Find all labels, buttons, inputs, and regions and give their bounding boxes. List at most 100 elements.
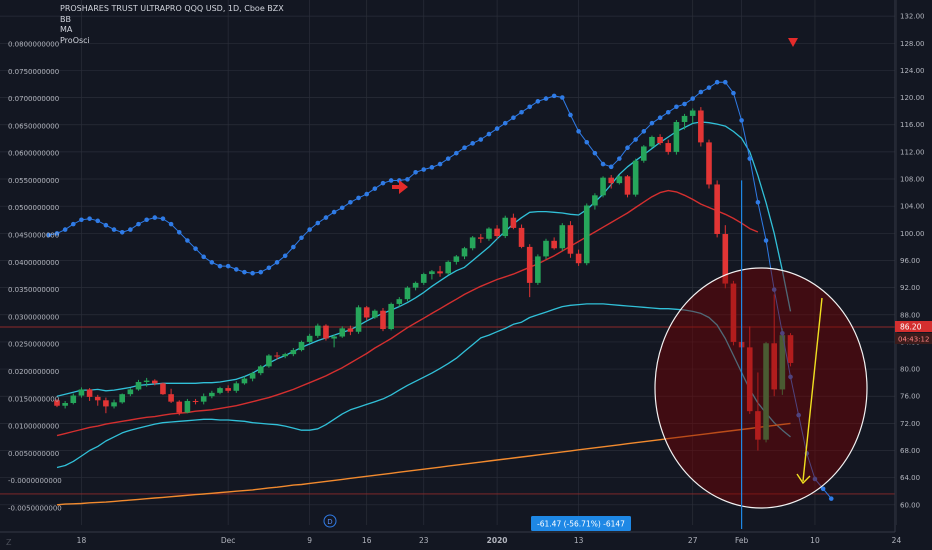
x-tick-label: 24	[892, 536, 902, 545]
proosci-point	[486, 131, 492, 137]
proosci-point	[568, 112, 573, 118]
candle-body	[266, 355, 272, 367]
proosci-point	[820, 486, 826, 492]
candle-body	[551, 240, 557, 249]
candle-body	[755, 411, 761, 440]
proosci-point	[674, 104, 679, 110]
proosci-point	[372, 186, 378, 191]
candle-body	[437, 271, 443, 274]
x-tick-label: Dec	[221, 536, 236, 545]
proosci-point	[234, 267, 239, 272]
candle-body	[380, 310, 386, 330]
proosci-point	[291, 244, 296, 250]
proosci-point	[812, 476, 818, 482]
candle-body	[388, 303, 394, 330]
candle-body	[567, 225, 574, 254]
ma-orange-line	[56, 422, 791, 506]
candle-body	[714, 184, 720, 235]
proosci-point	[348, 199, 353, 205]
proosci-point	[633, 137, 638, 142]
yellow-arrow-line	[802, 297, 823, 482]
candle-body	[600, 177, 606, 196]
legend-item-ma[interactable]: MA	[60, 25, 73, 34]
candle-body	[478, 237, 484, 239]
left-tick-label: 0.0800000000	[8, 41, 59, 49]
proosci-point	[755, 199, 761, 205]
right-tick-label: 64.00	[900, 474, 920, 482]
proosci-point	[95, 218, 101, 224]
candle-body	[184, 400, 191, 413]
candle-body	[306, 335, 313, 342]
candle-body	[657, 136, 663, 144]
proosci-point	[217, 263, 223, 269]
candle-body	[127, 389, 134, 395]
candle-body	[339, 328, 346, 337]
candle-body	[494, 228, 500, 237]
candle-body	[616, 176, 623, 184]
proosci-point	[103, 222, 109, 228]
proosci-point	[429, 165, 435, 170]
candle-body	[412, 282, 419, 288]
proosci-point	[331, 209, 337, 215]
dividend-marker-text: D	[327, 518, 332, 526]
last-price-tag	[895, 320, 932, 332]
candle-body	[119, 394, 125, 403]
left-tick-label: 0.0650000000	[8, 122, 59, 130]
legend-item-proosci[interactable]: ProOsci	[60, 35, 90, 45]
candle-body	[282, 354, 288, 357]
left-tick-label: 0.0400000000	[8, 259, 59, 267]
left-tick-label: 0.0350000000	[8, 286, 59, 294]
proosci-point	[543, 96, 549, 101]
proosci-point	[763, 238, 769, 243]
candle-body	[135, 381, 142, 390]
right-tick-label: 92.00	[900, 284, 920, 292]
candle-body	[249, 373, 256, 379]
legend-item-bb[interactable]: BB	[60, 14, 71, 24]
right-tick-label: 120.00	[900, 94, 925, 102]
candle-body	[86, 389, 93, 397]
yellow-arrow-head	[796, 473, 811, 485]
drawing-overlays	[392, 38, 868, 529]
left-tick-label: -0.0050000000	[8, 504, 62, 512]
candle-body	[143, 380, 150, 382]
proosci-point	[111, 227, 117, 232]
proosci-point	[723, 79, 728, 85]
proosci-point	[364, 191, 370, 197]
candle-body	[592, 195, 598, 206]
proosci-point	[511, 115, 516, 120]
last-price-text: 86.20	[900, 322, 922, 331]
right-tick-label: 96.00	[900, 257, 920, 265]
candle-body	[54, 400, 60, 406]
proosci-point	[168, 221, 174, 227]
ma-red-line	[56, 189, 759, 437]
symbol-title[interactable]: PROSHARES TRUST ULTRAPRO QQQ USD, 1D, Cb…	[60, 4, 284, 13]
proosci-point	[405, 177, 410, 182]
proosci-point	[796, 412, 801, 418]
proosci-point	[421, 167, 427, 172]
proosci-point	[665, 109, 671, 115]
proosci-point	[176, 230, 182, 235]
left-tick-label: 0.0150000000	[8, 395, 59, 403]
candle-body	[111, 402, 117, 407]
horizontal-price-lines	[0, 326, 895, 495]
left-tick-label: 0.0200000000	[8, 368, 59, 376]
proosci-point	[780, 330, 785, 336]
left-tick-label: 0.0600000000	[8, 150, 59, 158]
left-tick-label: 0.0550000000	[8, 177, 59, 185]
candle-body	[453, 256, 460, 262]
proosci-point	[657, 115, 663, 120]
proosci-point	[282, 253, 288, 259]
candle-body	[445, 261, 451, 274]
candlestick-series	[54, 107, 794, 451]
proosci-point	[144, 217, 149, 223]
proosci-point	[323, 215, 329, 220]
candle-body	[217, 388, 223, 393]
proosci-point	[242, 269, 247, 275]
proosci-point	[576, 129, 581, 134]
candle-body	[355, 307, 362, 332]
proosci-point	[201, 254, 206, 260]
candle-body	[168, 394, 174, 402]
x-tick-label: 18	[77, 536, 87, 545]
candle-body	[575, 253, 582, 264]
